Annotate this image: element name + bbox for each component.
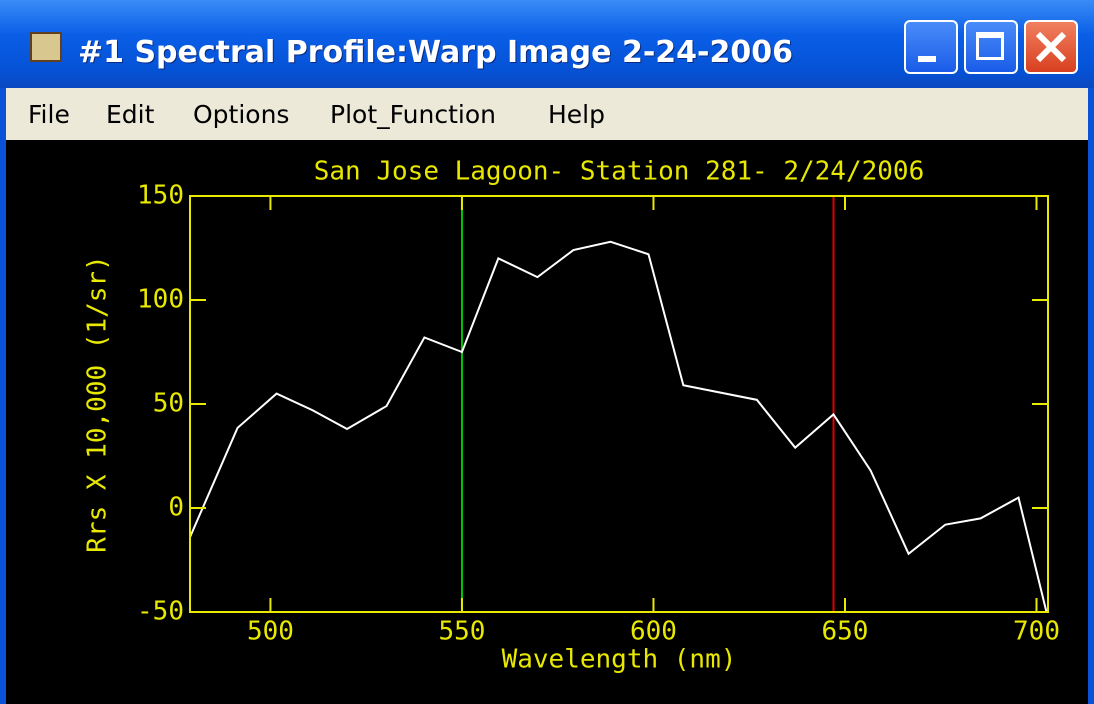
y-tick-label: 50	[153, 389, 184, 419]
minimize-button[interactable]	[904, 20, 958, 74]
y-tick-label: 150	[137, 181, 184, 211]
data-line	[189, 240, 1048, 613]
window-icon	[30, 32, 62, 62]
menu-item[interactable]: Help	[548, 100, 605, 129]
x-axis-label: Wavelength (nm)	[502, 645, 737, 675]
close-button[interactable]	[1024, 20, 1078, 74]
title-bar: #1 Spectral Profile:Warp Image 2-24-2006	[0, 0, 1094, 88]
x-tick-label: 650	[822, 617, 869, 647]
menu-item[interactable]: Plot_Function	[330, 100, 496, 129]
menu-item[interactable]: Edit	[106, 100, 155, 129]
menu-item[interactable]: Options	[193, 100, 290, 129]
x-tick-label: 700	[1013, 617, 1060, 647]
menu-item[interactable]: File	[28, 100, 70, 129]
window-title: #1 Spectral Profile:Warp Image 2-24-2006	[78, 35, 793, 70]
maximize-button[interactable]	[964, 20, 1018, 74]
y-tick-label: 100	[137, 285, 184, 315]
y-tick-label: 0	[168, 493, 184, 523]
y-tick-label: -50	[137, 597, 184, 627]
chart-title: San Jose Lagoon- Station 281- 2/24/2006	[314, 157, 924, 187]
y-axis-label: Rrs X 10,000 (1/sr)	[83, 255, 113, 552]
plot-background	[6, 140, 1088, 704]
x-tick-label: 500	[247, 617, 294, 647]
close-icon	[1035, 31, 1067, 63]
x-tick-label: 550	[438, 617, 485, 647]
chart: San Jose Lagoon- Station 281- 2/24/2006 W…	[6, 140, 1088, 704]
menu-bar: File Edit Options Plot_Function Help	[6, 88, 1088, 140]
x-tick-label: 600	[630, 617, 677, 647]
